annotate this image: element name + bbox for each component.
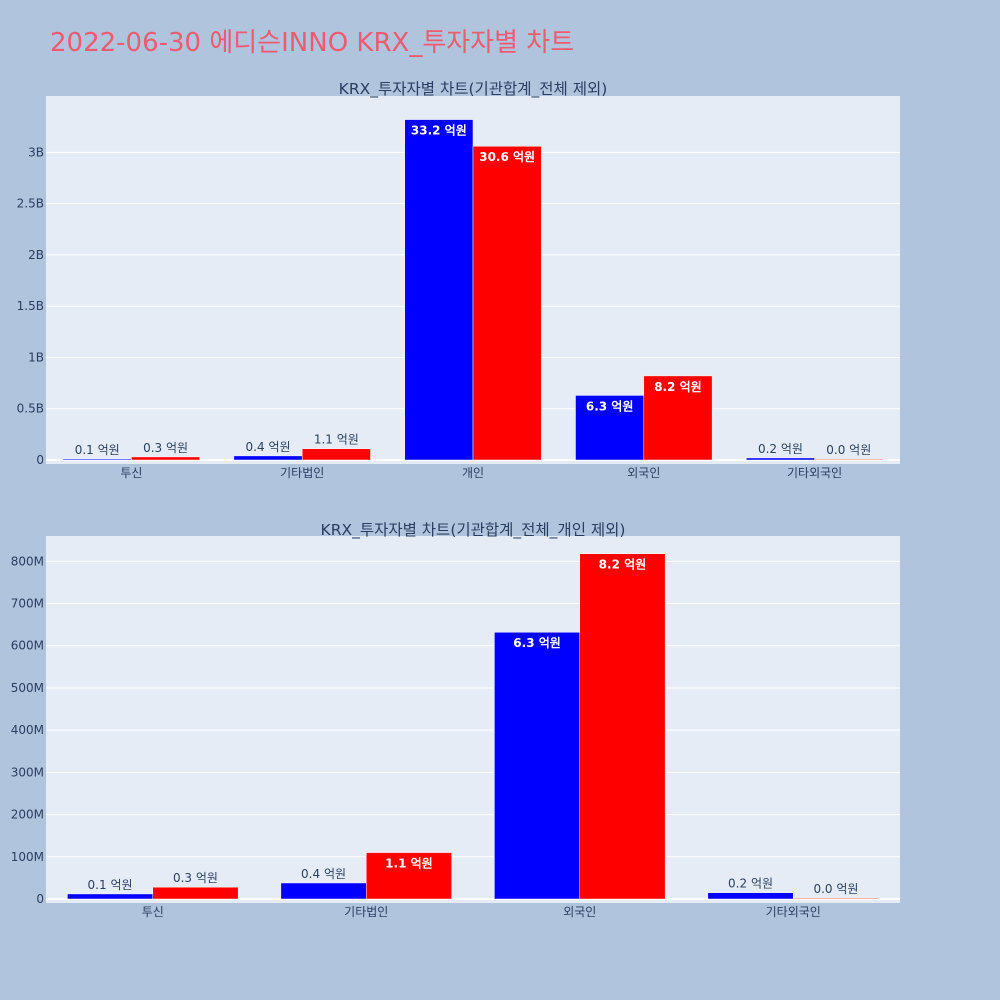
- sell-bar: [814, 458, 884, 461]
- sell-bar: [579, 553, 666, 900]
- data-label: 0.2 억원: [728, 877, 773, 891]
- data-label: 0.3 억원: [173, 871, 218, 885]
- x-tick-label: 외국인: [563, 905, 596, 919]
- y-tick-label: 2B: [28, 248, 44, 262]
- y-tick-label: 100M: [11, 850, 44, 864]
- x-tick-label: 투신: [120, 466, 142, 480]
- data-label: 6.3 억원: [586, 399, 634, 413]
- x-tick-label: 기타법인: [344, 905, 388, 919]
- buy-bar: [575, 395, 645, 461]
- data-label: 33.2 억원: [411, 124, 467, 138]
- y-tick-label: 600M: [11, 639, 44, 653]
- data-label: 0.1 억원: [75, 443, 120, 457]
- y-tick-label: 500M: [11, 681, 44, 695]
- y-tick-label: 800M: [11, 554, 44, 568]
- sell-bar: [472, 145, 542, 461]
- y-tick-label: 200M: [11, 808, 44, 822]
- buy-bar: [67, 893, 153, 900]
- x-tick-label: 개인: [462, 466, 484, 480]
- y-tick-label: 300M: [11, 765, 44, 779]
- y-tick-label: 2.5B: [17, 197, 44, 211]
- sell-bar: [366, 852, 452, 900]
- data-label: 6.3 억원: [513, 636, 561, 650]
- y-tick-label: 700M: [11, 597, 44, 611]
- y-tick-label: 1B: [28, 350, 44, 364]
- data-label: 0.2 억원: [758, 442, 803, 456]
- data-label: 0.3 억원: [143, 441, 188, 455]
- x-tick-label: 기타법인: [280, 466, 324, 480]
- buy-bar: [494, 631, 581, 900]
- sell-bar: [131, 456, 200, 461]
- sell-bar: [793, 897, 879, 900]
- y-tick-label: 400M: [11, 723, 44, 737]
- data-label: 8.2 억원: [599, 558, 647, 572]
- sell-bar: [643, 375, 713, 461]
- data-label: 0.1 억원: [88, 878, 133, 892]
- sell-bar: [152, 886, 239, 900]
- x-tick-label: 기타외국인: [787, 466, 842, 480]
- data-label: 1.1 억원: [314, 433, 359, 447]
- buy-bar: [707, 892, 794, 900]
- buy-bar: [280, 882, 367, 900]
- y-tick-label: 3B: [28, 145, 44, 159]
- sell-bar: [301, 448, 371, 461]
- data-label: 1.1 억원: [385, 857, 433, 871]
- data-label: 0.0 억원: [826, 443, 871, 457]
- x-tick-label: 외국인: [627, 466, 660, 480]
- data-label: 0.4 억원: [301, 867, 346, 881]
- plot-area: [46, 536, 900, 903]
- chart-subtitle: KRX_투자자별 차트(기관합계_전체 제외): [339, 80, 608, 99]
- data-label: 30.6 억원: [479, 150, 535, 164]
- data-label: 0.4 억원: [246, 440, 291, 454]
- y-tick-label: 0.5B: [17, 402, 44, 416]
- page-title: 2022-06-30 에디슨INNO KRX_투자자별 차트: [50, 28, 575, 58]
- data-label: 8.2 억원: [654, 380, 702, 394]
- y-tick-label: 0: [36, 892, 44, 906]
- data-label: 0.0 억원: [813, 882, 858, 896]
- x-tick-label: 투신: [142, 905, 164, 919]
- x-tick-label: 기타외국인: [766, 905, 821, 919]
- y-tick-label: 1.5B: [17, 299, 44, 313]
- y-tick-label: 0: [36, 453, 44, 467]
- buy-bar: [404, 119, 474, 461]
- chart-subtitle: KRX_투자자별 차트(기관합계_전체_개인 제외): [321, 521, 626, 540]
